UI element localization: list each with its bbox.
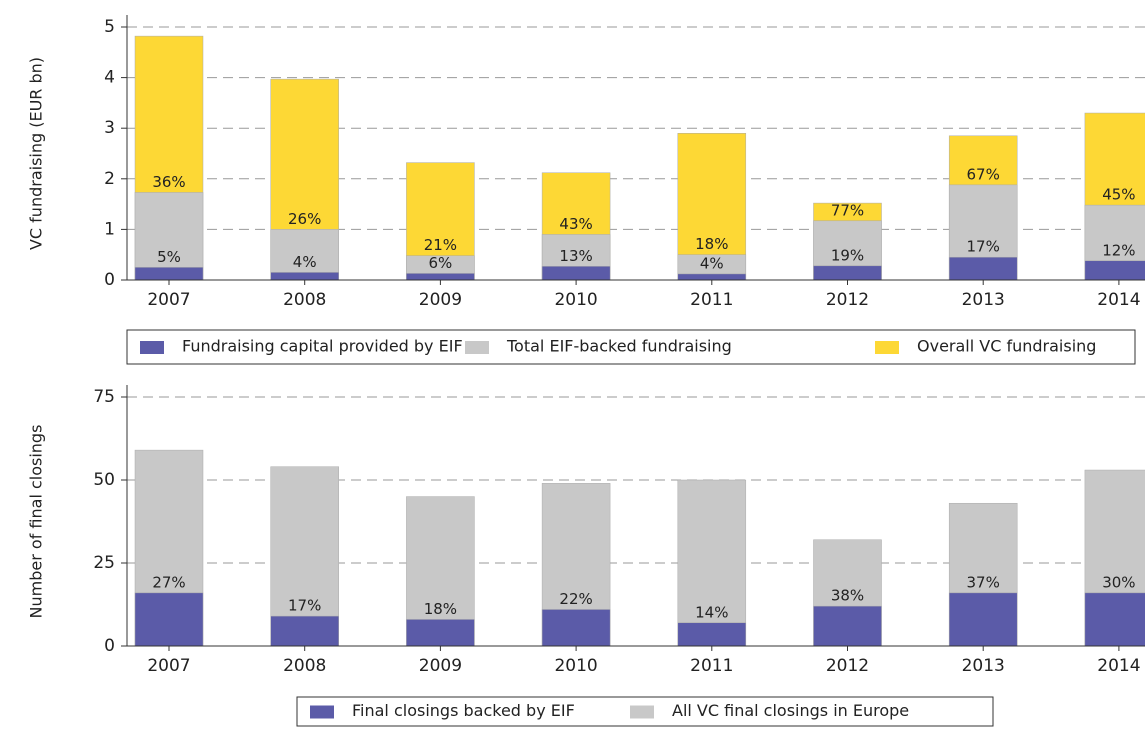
bar <box>270 272 339 281</box>
x-tick-label: 2008 <box>283 656 326 676</box>
data-label: 17% <box>967 238 1000 256</box>
data-label: 27% <box>152 573 185 591</box>
data-label: 21% <box>424 236 457 254</box>
bar <box>677 479 747 647</box>
legend-swatch <box>310 705 334 719</box>
y-tick-label: 4 <box>104 68 115 88</box>
data-label: 19% <box>831 246 864 264</box>
y-tick-label: 1 <box>104 219 115 239</box>
x-tick-label: 2013 <box>962 290 1005 310</box>
data-label: 38% <box>831 587 864 605</box>
legend-label: Final closings backed by EIF <box>352 701 575 720</box>
legend-label: Fundraising capital provided by EIF <box>182 337 463 356</box>
legend-label: All VC final closings in Europe <box>672 701 909 720</box>
bar <box>1084 260 1145 281</box>
data-label: 17% <box>288 597 321 615</box>
bar <box>134 267 204 281</box>
x-tick-label: 2009 <box>419 656 462 676</box>
y-tick-label: 0 <box>104 270 115 290</box>
legend-label: Total EIF-backed fundraising <box>506 337 732 356</box>
legend-swatch <box>465 341 489 354</box>
x-tick-label: 2013 <box>962 656 1005 676</box>
y-tick-label: 2 <box>104 169 115 189</box>
bar <box>270 615 339 647</box>
bar <box>134 192 204 281</box>
x-tick-label: 2007 <box>147 656 190 676</box>
data-label: 22% <box>559 590 592 608</box>
data-label: 6% <box>429 254 453 272</box>
bar <box>406 619 475 647</box>
y-tick-label: 75 <box>93 387 115 407</box>
bar <box>948 592 1018 647</box>
data-label: 5% <box>157 248 181 266</box>
legend-swatch <box>630 705 654 719</box>
bar <box>541 609 611 647</box>
legend-label: Overall VC fundraising <box>917 337 1096 356</box>
bar <box>134 592 204 647</box>
data-label: 67% <box>967 165 1000 183</box>
x-tick-label: 2011 <box>690 656 733 676</box>
x-tick-label: 2010 <box>554 290 597 310</box>
y-tick-label: 50 <box>93 470 115 490</box>
bar <box>270 229 339 281</box>
data-label: 43% <box>559 215 592 233</box>
data-label: 36% <box>152 173 185 191</box>
data-label: 18% <box>424 600 457 618</box>
data-label: 26% <box>288 210 321 228</box>
bar <box>813 265 882 281</box>
y-tick-label: 3 <box>104 118 115 138</box>
bar <box>406 273 475 281</box>
data-label: 77% <box>831 201 864 219</box>
data-label: 37% <box>967 573 1000 591</box>
legend-swatch <box>875 341 899 354</box>
x-tick-label: 2012 <box>826 656 869 676</box>
y-tick-label: 25 <box>93 553 115 573</box>
bar <box>813 605 882 647</box>
x-tick-label: 2014 <box>1097 290 1140 310</box>
data-label: 13% <box>559 247 592 265</box>
y-axis-label: Number of final closings <box>27 425 46 619</box>
x-tick-label: 2008 <box>283 290 326 310</box>
x-tick-label: 2010 <box>554 656 597 676</box>
x-tick-label: 2011 <box>690 290 733 310</box>
x-tick-label: 2014 <box>1097 656 1140 676</box>
bar <box>948 256 1018 281</box>
legend-box <box>296 696 994 727</box>
data-label: 45% <box>1102 186 1135 204</box>
data-label: 4% <box>700 254 724 272</box>
data-label: 30% <box>1102 573 1135 591</box>
legend-box <box>126 329 1136 365</box>
x-tick-label: 2007 <box>147 290 190 310</box>
x-tick-label: 2012 <box>826 290 869 310</box>
bar <box>1084 592 1145 647</box>
bar <box>541 266 611 281</box>
bar <box>677 273 747 281</box>
data-label: 14% <box>695 603 728 621</box>
legend-swatch <box>140 341 164 354</box>
data-label: 18% <box>695 235 728 253</box>
y-tick-label: 0 <box>104 636 115 656</box>
data-label: 12% <box>1102 241 1135 259</box>
data-label: 4% <box>293 253 317 271</box>
bar <box>677 622 747 647</box>
y-tick-label: 5 <box>104 17 115 37</box>
x-tick-label: 2009 <box>419 290 462 310</box>
y-axis-label: VC fundraising (EUR bn) <box>27 57 46 250</box>
